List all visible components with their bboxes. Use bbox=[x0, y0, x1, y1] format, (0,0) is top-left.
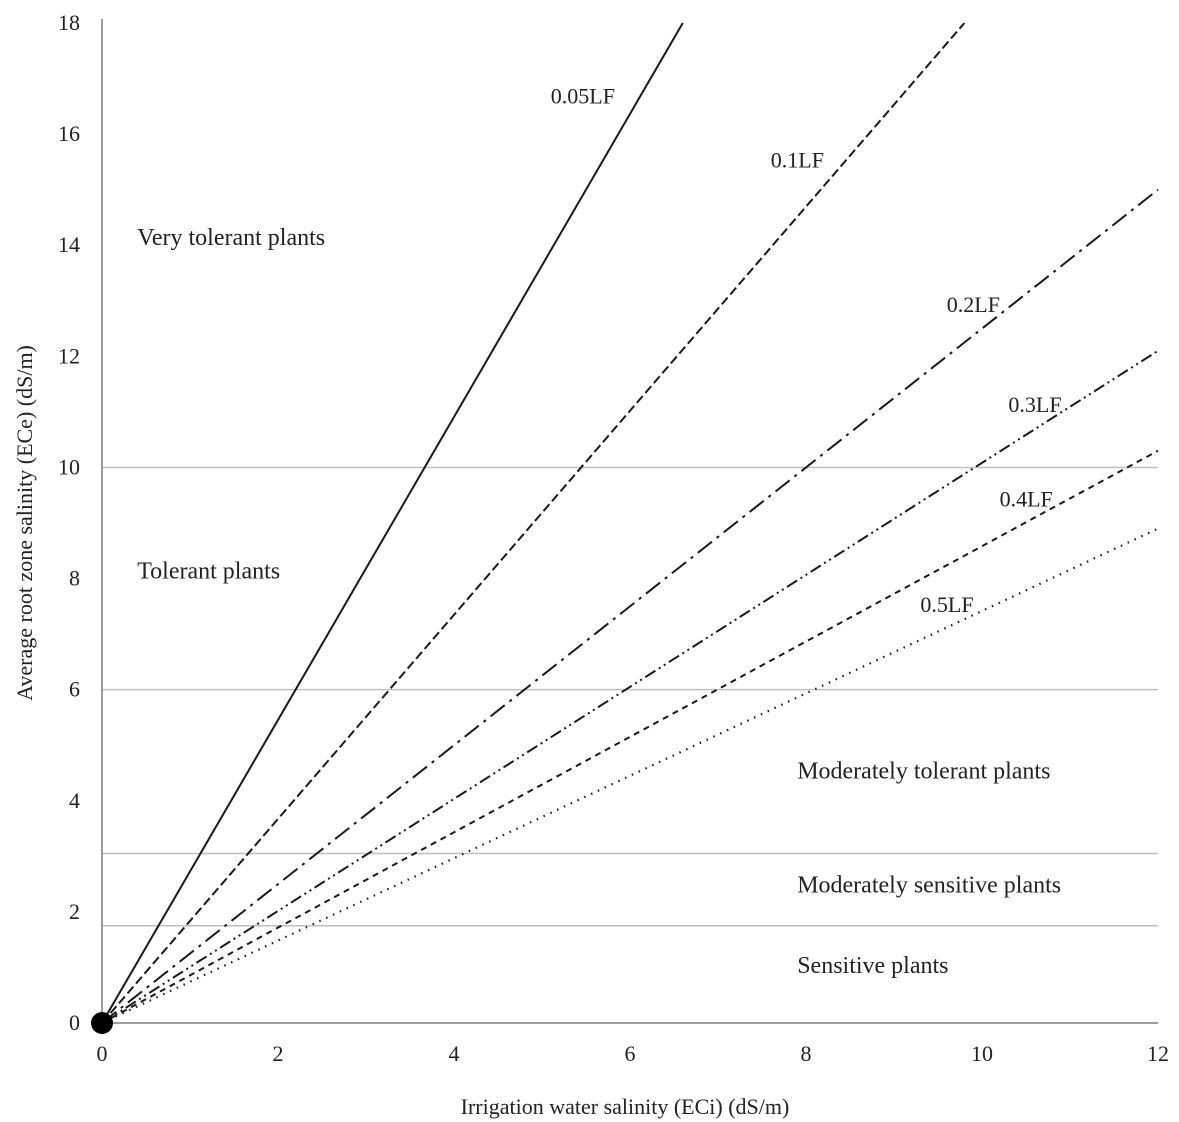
y-tick-label: 8 bbox=[69, 566, 80, 591]
series-line-0.1LF bbox=[101, 22, 966, 1024]
series-line-0.05LF bbox=[101, 22, 684, 1024]
series-labels: 0.05LF 0.1LF 0.2LF 0.3LF 0.4LF 0.5LF bbox=[551, 84, 1062, 617]
x-tick-label: 12 bbox=[1147, 1041, 1169, 1066]
series-line-0.3LF bbox=[101, 349, 1159, 1024]
y-tick-label: 2 bbox=[69, 899, 80, 924]
series-label-0.3LF: 0.3LF bbox=[1008, 392, 1061, 417]
y-tick-label: 14 bbox=[58, 232, 80, 257]
y-tick-label: 10 bbox=[58, 454, 80, 479]
y-tick-label: 0 bbox=[69, 1010, 80, 1035]
zone-label: Sensitive plants bbox=[797, 953, 948, 979]
y-axis-title: Average root zone salinity (ECe) (dS/m) bbox=[12, 345, 37, 701]
x-tick-label: 8 bbox=[801, 1041, 812, 1066]
series-line-0.2LF bbox=[101, 188, 1159, 1024]
series-label-0.5LF: 0.5LF bbox=[920, 592, 973, 617]
y-tick-label: 6 bbox=[69, 677, 80, 702]
x-tick-label: 0 bbox=[97, 1041, 108, 1066]
y-tick-label: 12 bbox=[58, 343, 80, 368]
y-tick-label: 18 bbox=[58, 10, 80, 35]
x-tick-label: 4 bbox=[449, 1041, 460, 1066]
threshold-lines bbox=[102, 466, 1158, 927]
y-tick-label: 16 bbox=[58, 121, 80, 146]
zone-labels: Very tolerant plants Tolerant plants Moder… bbox=[137, 225, 1061, 979]
x-tick-label: 10 bbox=[971, 1041, 993, 1066]
x-tick-label: 2 bbox=[273, 1041, 284, 1066]
zone-label: Moderately sensitive plants bbox=[797, 872, 1061, 898]
series-label-0.4LF: 0.4LF bbox=[1000, 486, 1053, 511]
origin-point bbox=[91, 1012, 113, 1034]
series-line-0.4LF bbox=[101, 449, 1159, 1024]
x-axis-title: Irrigation water salinity (ECi) (dS/m) bbox=[461, 1094, 790, 1119]
x-tick-label: 6 bbox=[625, 1041, 636, 1066]
series-label-0.05LF: 0.05LF bbox=[551, 84, 615, 109]
series-label-0.1LF: 0.1LF bbox=[771, 147, 824, 172]
zone-label: Tolerant plants bbox=[137, 559, 280, 585]
tick-labels: 0 2 4 6 8 10 12 0 2 4 6 8 10 12 14 16 18 bbox=[58, 10, 1169, 1066]
axes bbox=[101, 19, 1158, 1024]
zone-label: Very tolerant plants bbox=[137, 225, 325, 251]
series-label-0.2LF: 0.2LF bbox=[947, 292, 1000, 317]
leaching-fraction-lines bbox=[91, 22, 1159, 1034]
zone-label: Moderately tolerant plants bbox=[797, 759, 1050, 785]
y-tick-label: 4 bbox=[69, 788, 80, 813]
